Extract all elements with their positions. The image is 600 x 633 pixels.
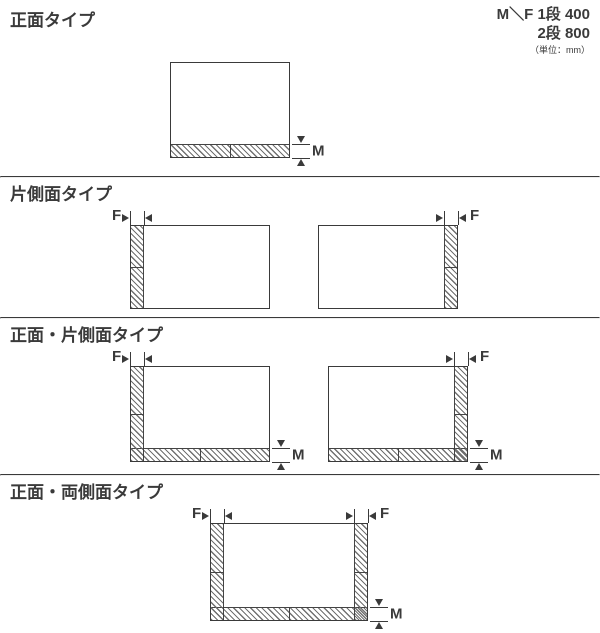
label-M: M xyxy=(390,605,403,622)
section-2-title: 片側面タイプ xyxy=(0,178,600,205)
side-hatch-left xyxy=(130,225,144,309)
diagram-box xyxy=(328,366,468,462)
legend: M＼F 1段 400 2段 800 （単位：mm） xyxy=(497,6,590,56)
dimension-M: M xyxy=(370,595,410,633)
section-1-canvas: M xyxy=(0,58,600,176)
diagram-box xyxy=(130,225,270,309)
side-hatch-right xyxy=(354,523,368,621)
label-F: F xyxy=(480,348,489,365)
side-hatch-right xyxy=(444,225,458,309)
diagram-box xyxy=(318,225,458,309)
label-F: F xyxy=(112,348,121,365)
bottom-hatch xyxy=(170,144,290,158)
section-1-title: 正面タイプ xyxy=(10,6,95,31)
legend-unit: （単位：mm） xyxy=(497,45,590,56)
dimension-M: M xyxy=(292,132,332,170)
label-F: F xyxy=(470,207,479,224)
section-3-canvas: M F M F xyxy=(0,346,600,474)
dimension-M: M xyxy=(272,436,312,474)
page: 正面タイプ M＼F 1段 400 2段 800 （単位：mm） M 片側面タイプ… xyxy=(0,0,600,600)
section-4-canvas: M F F xyxy=(0,503,600,631)
label-M: M xyxy=(312,142,325,159)
label-F: F xyxy=(380,505,389,522)
section-1-header: 正面タイプ M＼F 1段 400 2段 800 （単位：mm） xyxy=(0,0,600,58)
dimension-M: M xyxy=(470,436,510,474)
label-F: F xyxy=(192,505,201,522)
legend-line-1: M＼F 1段 400 xyxy=(497,6,590,25)
side-hatch-left xyxy=(210,523,224,621)
label-M: M xyxy=(292,446,305,463)
legend-line-2: 2段 800 xyxy=(497,25,590,44)
section-2-canvas: FF xyxy=(0,205,600,317)
label-F: F xyxy=(112,207,121,224)
bottom-hatch xyxy=(210,607,368,621)
bottom-hatch xyxy=(328,448,468,462)
section-4-title: 正面・両側面タイプ xyxy=(0,476,600,503)
diagram-box xyxy=(210,523,368,621)
bottom-hatch xyxy=(130,448,270,462)
diagram-box xyxy=(170,62,290,158)
diagram-box xyxy=(130,366,270,462)
section-3-title: 正面・片側面タイプ xyxy=(0,319,600,346)
label-M: M xyxy=(490,446,503,463)
side-hatch-left xyxy=(130,366,144,462)
side-hatch-right xyxy=(454,366,468,462)
